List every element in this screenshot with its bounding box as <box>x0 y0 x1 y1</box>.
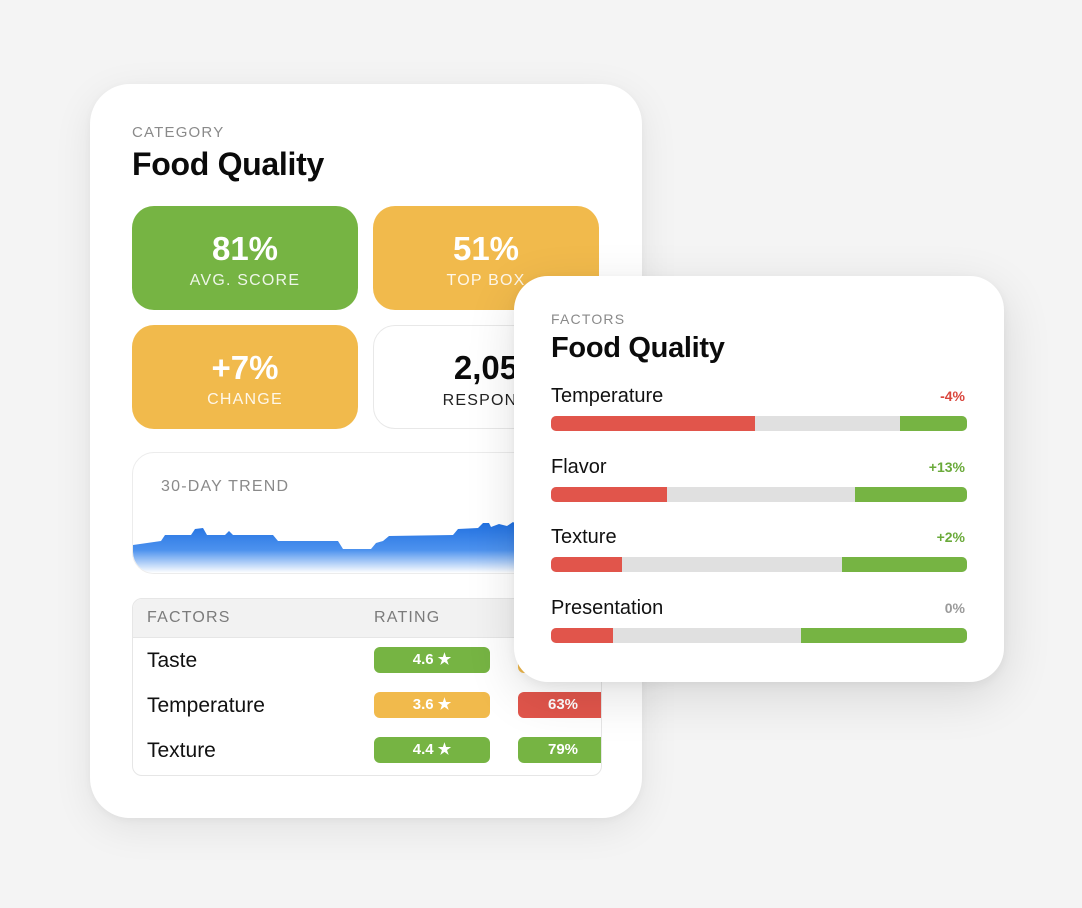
percent-pill: 63% <box>518 692 601 718</box>
factor-delta: +2% <box>936 529 965 545</box>
factor-bar <box>551 416 967 431</box>
category-eyebrow: CATEGORY <box>132 124 225 141</box>
factor-bar <box>551 628 967 643</box>
factors-eyebrow: FACTORS <box>551 311 626 327</box>
rating-column-header[interactable]: RATING <box>374 609 441 626</box>
avg-score-tile[interactable]: 81% AVG. SCORE <box>132 206 358 310</box>
change-tile[interactable]: +7% CHANGE <box>132 325 358 429</box>
bar-positive-segment <box>900 416 967 431</box>
bar-negative-segment <box>551 487 668 502</box>
top-box-value: 51% <box>452 230 520 267</box>
row-factor-name: Texture <box>147 739 216 762</box>
factors-title: Food Quality <box>551 332 725 364</box>
factor-bar <box>551 487 967 502</box>
factor-presentation[interactable]: Presentation 0% <box>551 597 967 653</box>
bar-positive-segment <box>854 487 967 502</box>
trend-label: 30-DAY TREND <box>161 478 290 495</box>
trend-area <box>133 522 599 573</box>
bar-negative-segment <box>551 628 614 643</box>
factor-temperature[interactable]: Temperature -4% <box>551 385 967 441</box>
rating-pill: 4.4 ★ <box>374 737 490 763</box>
factor-delta: 0% <box>944 600 965 616</box>
factors-card: FACTORS Food Quality Temperature -4% Fla… <box>514 276 1004 682</box>
factor-bar <box>551 557 967 572</box>
rating-pill: 4.6 ★ <box>374 647 490 673</box>
bar-negative-segment <box>551 416 755 431</box>
factors-column-header[interactable]: FACTORS <box>147 609 231 626</box>
change-label: CHANGE <box>207 391 283 408</box>
factor-delta: +13% <box>928 459 965 475</box>
rating-pill: 3.6 ★ <box>374 692 490 718</box>
factor-name: Texture <box>551 526 617 548</box>
factor-name: Presentation <box>551 597 664 619</box>
factor-name: Flavor <box>551 456 607 478</box>
factor-name: Temperature <box>551 385 664 407</box>
responses-value: 2,05 <box>453 349 519 386</box>
bar-negative-segment <box>551 557 622 572</box>
avg-score-value: 81% <box>211 230 279 267</box>
category-title: Food Quality <box>132 146 324 182</box>
factor-texture[interactable]: Texture +2% <box>551 526 967 582</box>
factor-delta: -4% <box>940 388 965 404</box>
factor-flavor[interactable]: Flavor +13% <box>551 456 967 512</box>
row-factor-name: Taste <box>147 649 198 672</box>
top-box-label: TOP BOX <box>446 272 526 289</box>
avg-score-label: AVG. SCORE <box>189 272 301 289</box>
bar-positive-segment <box>842 557 967 572</box>
table-row[interactable]: Temperature 3.6 ★ 63% <box>133 682 601 727</box>
factors-table: FACTORS RATING Taste 4.6 ★ Temperature 3… <box>132 598 602 776</box>
bar-positive-segment <box>800 628 967 643</box>
responses-label: RESPONS <box>442 392 530 409</box>
table-row[interactable]: Texture 4.4 ★ 79% <box>133 727 601 772</box>
row-factor-name: Temperature <box>147 694 265 717</box>
trend-sparkline <box>133 522 599 573</box>
change-value: +7% <box>211 349 279 386</box>
percent-pill: 79% <box>518 737 601 763</box>
